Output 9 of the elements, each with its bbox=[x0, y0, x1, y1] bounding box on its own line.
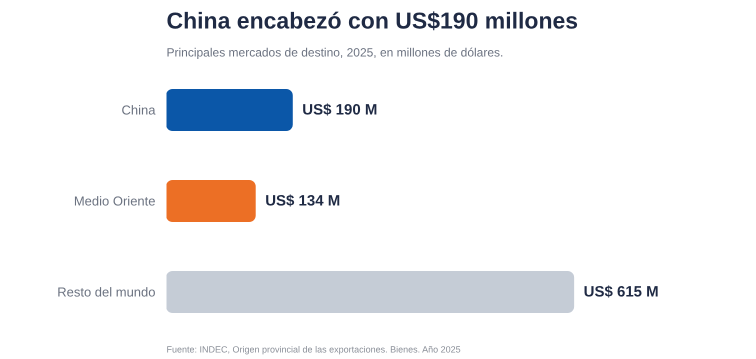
y-tick-label: Medio Oriente bbox=[74, 194, 156, 208]
chart-title: China encabezó con US$190 millones bbox=[166, 8, 578, 34]
data-label: US$ 190 M bbox=[302, 102, 378, 118]
y-tick-label: China bbox=[122, 102, 156, 118]
y-tick-label: Resto del mundo bbox=[57, 284, 156, 300]
chart-subtitle: Principales mercados de destino, 2025, en millones de dólares. bbox=[166, 46, 504, 60]
data-label: US$ 615 M bbox=[584, 284, 659, 300]
data-label: US$ 134 M bbox=[265, 192, 340, 210]
source-note: Fuente: INDEC, Origen provincial de las exportaciones. Bienes. Año 2025 bbox=[166, 344, 461, 354]
